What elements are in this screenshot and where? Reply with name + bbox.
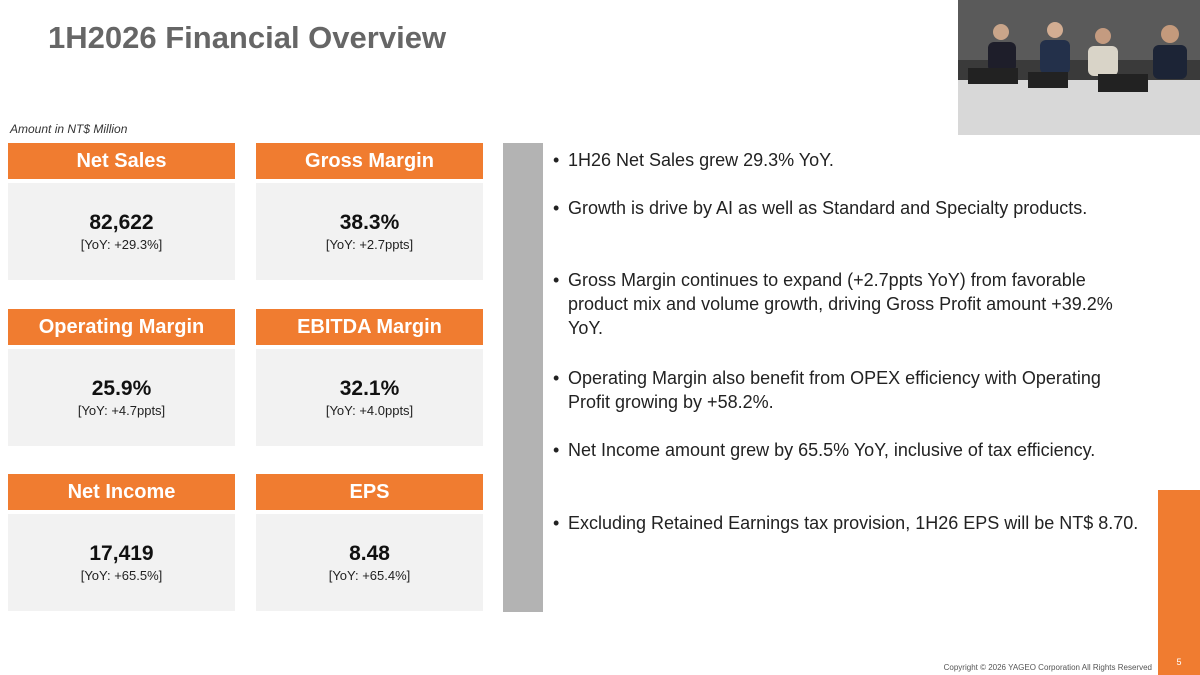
card-value: 82,622	[89, 211, 154, 234]
bullet-dot: •	[553, 368, 560, 388]
card-yoy: [YoY: +4.7ppts]	[77, 403, 166, 418]
card-body: 8.48 [YoY: +65.4%]	[256, 514, 483, 611]
card-body: 17,419 [YoY: +65.5%]	[8, 514, 235, 611]
card-body: 32.1% [YoY: +4.0ppts]	[256, 349, 483, 446]
bullet-text: Growth is drive by AI as well as Standar…	[568, 198, 1088, 218]
copyright: Copyright © 2026 YAGEO Corporation All R…	[943, 663, 1152, 672]
card-yoy: [YoY: +29.3%]	[80, 237, 163, 252]
card-yoy: [YoY: +65.4%]	[328, 568, 411, 583]
card-body: 82,622 [YoY: +29.3%]	[8, 183, 235, 280]
card-body: 25.9% [YoY: +4.7ppts]	[8, 349, 235, 446]
card-title: Net Income	[8, 474, 235, 510]
card-value: 38.3%	[339, 211, 400, 234]
card-title: EPS	[256, 474, 483, 510]
bullet-dot: •	[553, 440, 560, 460]
page-number: 5	[1176, 657, 1182, 667]
bullet-item: • 1H26 Net Sales grew 29.3% YoY.	[553, 148, 1143, 172]
bullet-item: • Gross Margin continues to expand (+2.7p…	[553, 268, 1143, 340]
card-value: 25.9%	[91, 377, 152, 400]
accent-bar	[1158, 490, 1200, 675]
card-title: EBITDA Margin	[256, 309, 483, 345]
bullet-text: Net Income amount grew by 65.5% YoY, inc…	[568, 440, 1096, 460]
bullet-dot: •	[553, 150, 560, 170]
divider-bar	[503, 143, 543, 612]
bullet-item: • Operating Margin also benefit from OPEX…	[553, 366, 1143, 414]
video-feed	[958, 0, 1200, 135]
card-yoy: [YoY: +2.7ppts]	[325, 237, 414, 252]
bullet-dot: •	[553, 270, 560, 290]
bullet-item: • Excluding Retained Earnings tax provisi…	[553, 511, 1143, 535]
unit-note: Amount in NT$ Million	[10, 122, 128, 136]
card-yoy: [YoY: +4.0ppts]	[325, 403, 414, 418]
card-yoy: [YoY: +65.5%]	[80, 568, 163, 583]
card-value: 32.1%	[339, 377, 400, 400]
bullet-text: Excluding Retained Earnings tax provisio…	[568, 513, 1139, 533]
bullet-item: • Growth is drive by AI as well as Standa…	[553, 196, 1143, 220]
card-title: Net Sales	[8, 143, 235, 179]
card-value: 17,419	[89, 542, 154, 565]
bullet-text: Operating Margin also benefit from OPEX …	[568, 368, 1101, 412]
bullet-text: 1H26 Net Sales grew 29.3% YoY.	[568, 150, 834, 170]
bullet-dot: •	[553, 513, 560, 533]
card-body: 38.3% [YoY: +2.7ppts]	[256, 183, 483, 280]
card-value: 8.48	[349, 542, 390, 565]
card-title: Gross Margin	[256, 143, 483, 179]
bullet-item: • Net Income amount grew by 65.5% YoY, in…	[553, 438, 1143, 462]
bullet-dot: •	[553, 198, 560, 218]
bullet-text: Gross Margin continues to expand (+2.7pp…	[568, 270, 1113, 338]
card-title: Operating Margin	[8, 309, 235, 345]
slide-title: 1H2026 Financial Overview	[48, 20, 447, 55]
